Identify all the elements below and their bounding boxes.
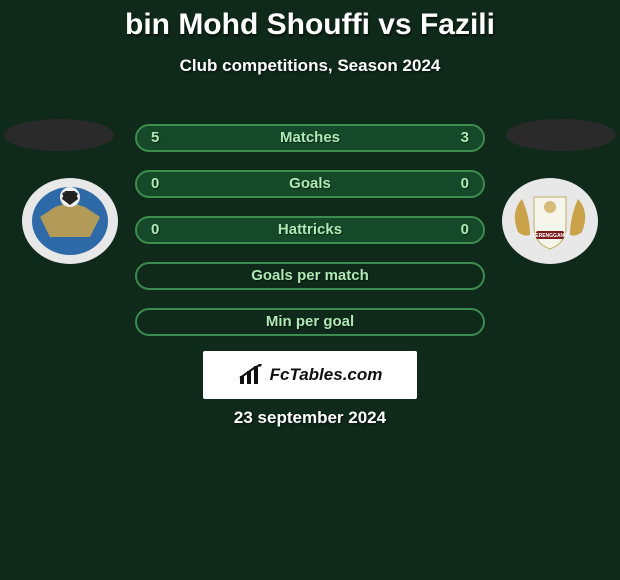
club-logo-left <box>20 177 120 265</box>
brand-box: FcTables.com <box>203 351 417 399</box>
player-silhouette-right <box>506 119 616 151</box>
brand-chart-icon <box>238 364 264 386</box>
stat-right-value: 0 <box>461 221 469 238</box>
stats-list: 5Matches30Goals00Hattricks0Goals per mat… <box>135 124 485 354</box>
brand-label: FcTables.com <box>270 365 383 385</box>
stat-label: Goals per match <box>137 267 483 284</box>
stat-right-value: 3 <box>461 129 469 146</box>
player-silhouette-left <box>4 119 114 151</box>
stat-row: Goals per match <box>135 262 485 290</box>
page-subtitle: Club competitions, Season 2024 <box>0 56 620 76</box>
stat-right-value: 0 <box>461 175 469 192</box>
stat-label: Hattricks <box>137 221 483 238</box>
stat-row: 0Goals0 <box>135 170 485 198</box>
stat-label: Min per goal <box>137 313 483 330</box>
stat-row: 0Hattricks0 <box>135 216 485 244</box>
stat-row: Min per goal <box>135 308 485 336</box>
date-label: 23 september 2024 <box>0 408 620 428</box>
svg-text:TERENGGANU: TERENGGANU <box>532 233 568 239</box>
club-logo-right: TERENGGANU <box>500 177 600 265</box>
stat-label: Goals <box>137 175 483 192</box>
stat-row: 5Matches3 <box>135 124 485 152</box>
stat-label: Matches <box>137 129 483 146</box>
comparison-card: bin Mohd Shouffi vs Fazili Club competit… <box>0 0 620 580</box>
page-title: bin Mohd Shouffi vs Fazili <box>0 0 620 42</box>
